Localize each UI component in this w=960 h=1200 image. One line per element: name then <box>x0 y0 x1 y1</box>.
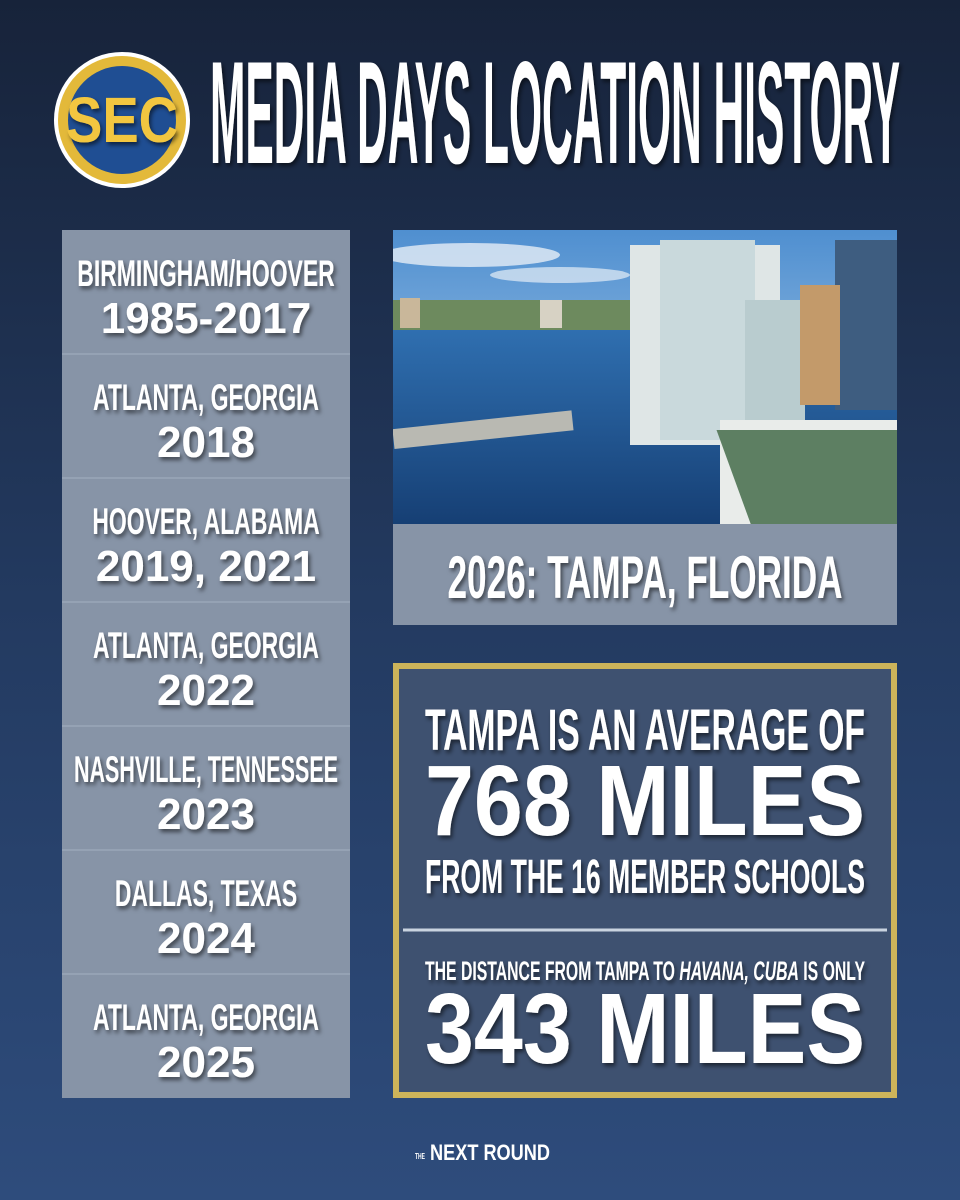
stat-intro: TAMPA IS AN AVERAGE OF <box>425 698 865 763</box>
history-years: 2024 <box>157 914 255 963</box>
history-location: ATLANTA, GEORGIA <box>93 377 319 418</box>
history-years: 1985-2017 <box>101 294 311 343</box>
history-location: ATLANTA, GEORGIA <box>93 625 319 666</box>
logo: SEC <box>54 52 190 188</box>
history-location: NASHVILLE, TENNESSEE <box>74 749 338 790</box>
footer-prefix: THE <box>415 1152 425 1161</box>
history-years: 2023 <box>157 790 255 839</box>
logo-text: SEC <box>66 84 178 156</box>
history-location: DALLAS, TEXAS <box>115 873 297 914</box>
photo <box>393 230 897 524</box>
title: MEDIA DAYS LOCATION HISTORY <box>210 31 900 194</box>
havana-intro: THE DISTANCE FROM TAMPA TO HAVANA, CUBA … <box>425 956 865 986</box>
history-years: 2018 <box>157 418 255 467</box>
havana-intro-end: IS ONLY <box>799 956 865 986</box>
caption-panel <box>393 524 897 625</box>
footer-brand: NEXT ROUND <box>430 1140 550 1165</box>
havana-figure: 343 MILES <box>425 973 865 1085</box>
stat-figure: 768 MILES <box>425 745 865 857</box>
history-location: HOOVER, ALABAMA <box>92 501 319 542</box>
stats-box <box>393 663 897 1098</box>
havana-intro-start: THE DISTANCE FROM TAMPA TO <box>425 956 679 986</box>
history-years: 2022 <box>157 666 255 715</box>
history-panel <box>62 230 350 1098</box>
stat-outro: FROM THE 16 MEMBER SCHOOLS <box>425 851 865 904</box>
feature-caption: 2026: TAMPA, FLORIDA <box>448 544 843 611</box>
history-location: ATLANTA, GEORGIA <box>93 997 319 1038</box>
history-years: 2025 <box>157 1038 255 1087</box>
history-years: 2019, 2021 <box>96 542 316 591</box>
havana-place: HAVANA, CUBA <box>679 956 799 986</box>
history-location: BIRMINGHAM/HOOVER <box>77 253 334 294</box>
